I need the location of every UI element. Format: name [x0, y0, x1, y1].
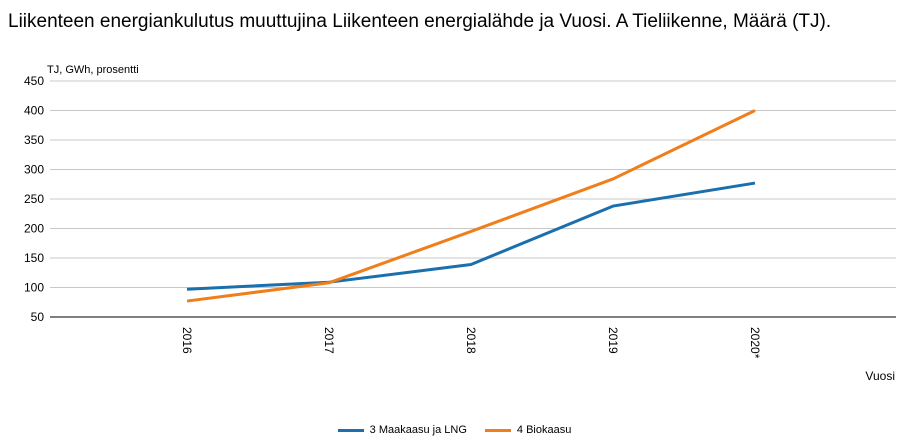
- gridlines: [50, 80, 896, 318]
- x-tick-labels: 2016 2017 2018 2019 2020*: [180, 327, 762, 359]
- series-line-1[interactable]: [186, 109, 756, 303]
- legend-item-biokaasu[interactable]: 4 Biokaasu: [484, 424, 572, 436]
- legend-label: 4 Biokaasu: [516, 424, 572, 436]
- y-tick-labels: 50 100 150 200 250 300 350 400 450: [24, 74, 44, 324]
- x-tick-label: 2020*: [748, 327, 762, 359]
- legend-label: 3 Maakaasu ja LNG: [369, 424, 467, 436]
- y-tick-label: 100: [24, 281, 44, 295]
- series-lines: [186, 109, 756, 303]
- chart-title: Liikenteen energiankulutus muuttujina Li…: [8, 11, 832, 32]
- y-tick-label: 400: [24, 104, 44, 118]
- legend-item-maakaasu[interactable]: 3 Maakaasu ja LNG: [337, 424, 467, 436]
- y-tick-label: 350: [24, 133, 44, 147]
- y-tick-label: 250: [24, 192, 44, 206]
- x-tick-label: 2018: [464, 327, 478, 354]
- x-axis-label: Vuosi: [865, 369, 895, 383]
- legend-swatch: [484, 428, 511, 432]
- series-line-0[interactable]: [186, 181, 756, 291]
- y-tick-label: 50: [31, 310, 45, 324]
- legend-swatch: [337, 428, 364, 432]
- x-tick-label: 2017: [322, 327, 336, 354]
- legend: 3 Maakaasu ja LNG 4 Biokaasu: [0, 424, 909, 436]
- x-tick-label: 2016: [180, 327, 194, 354]
- y-tick-label: 300: [24, 163, 44, 177]
- y-tick-label: 200: [24, 222, 44, 236]
- y-tick-label: 450: [24, 74, 44, 88]
- y-tick-label: 150: [24, 251, 44, 265]
- x-tick-label: 2019: [606, 327, 620, 354]
- y-axis-label: TJ, GWh, prosentti: [47, 64, 139, 76]
